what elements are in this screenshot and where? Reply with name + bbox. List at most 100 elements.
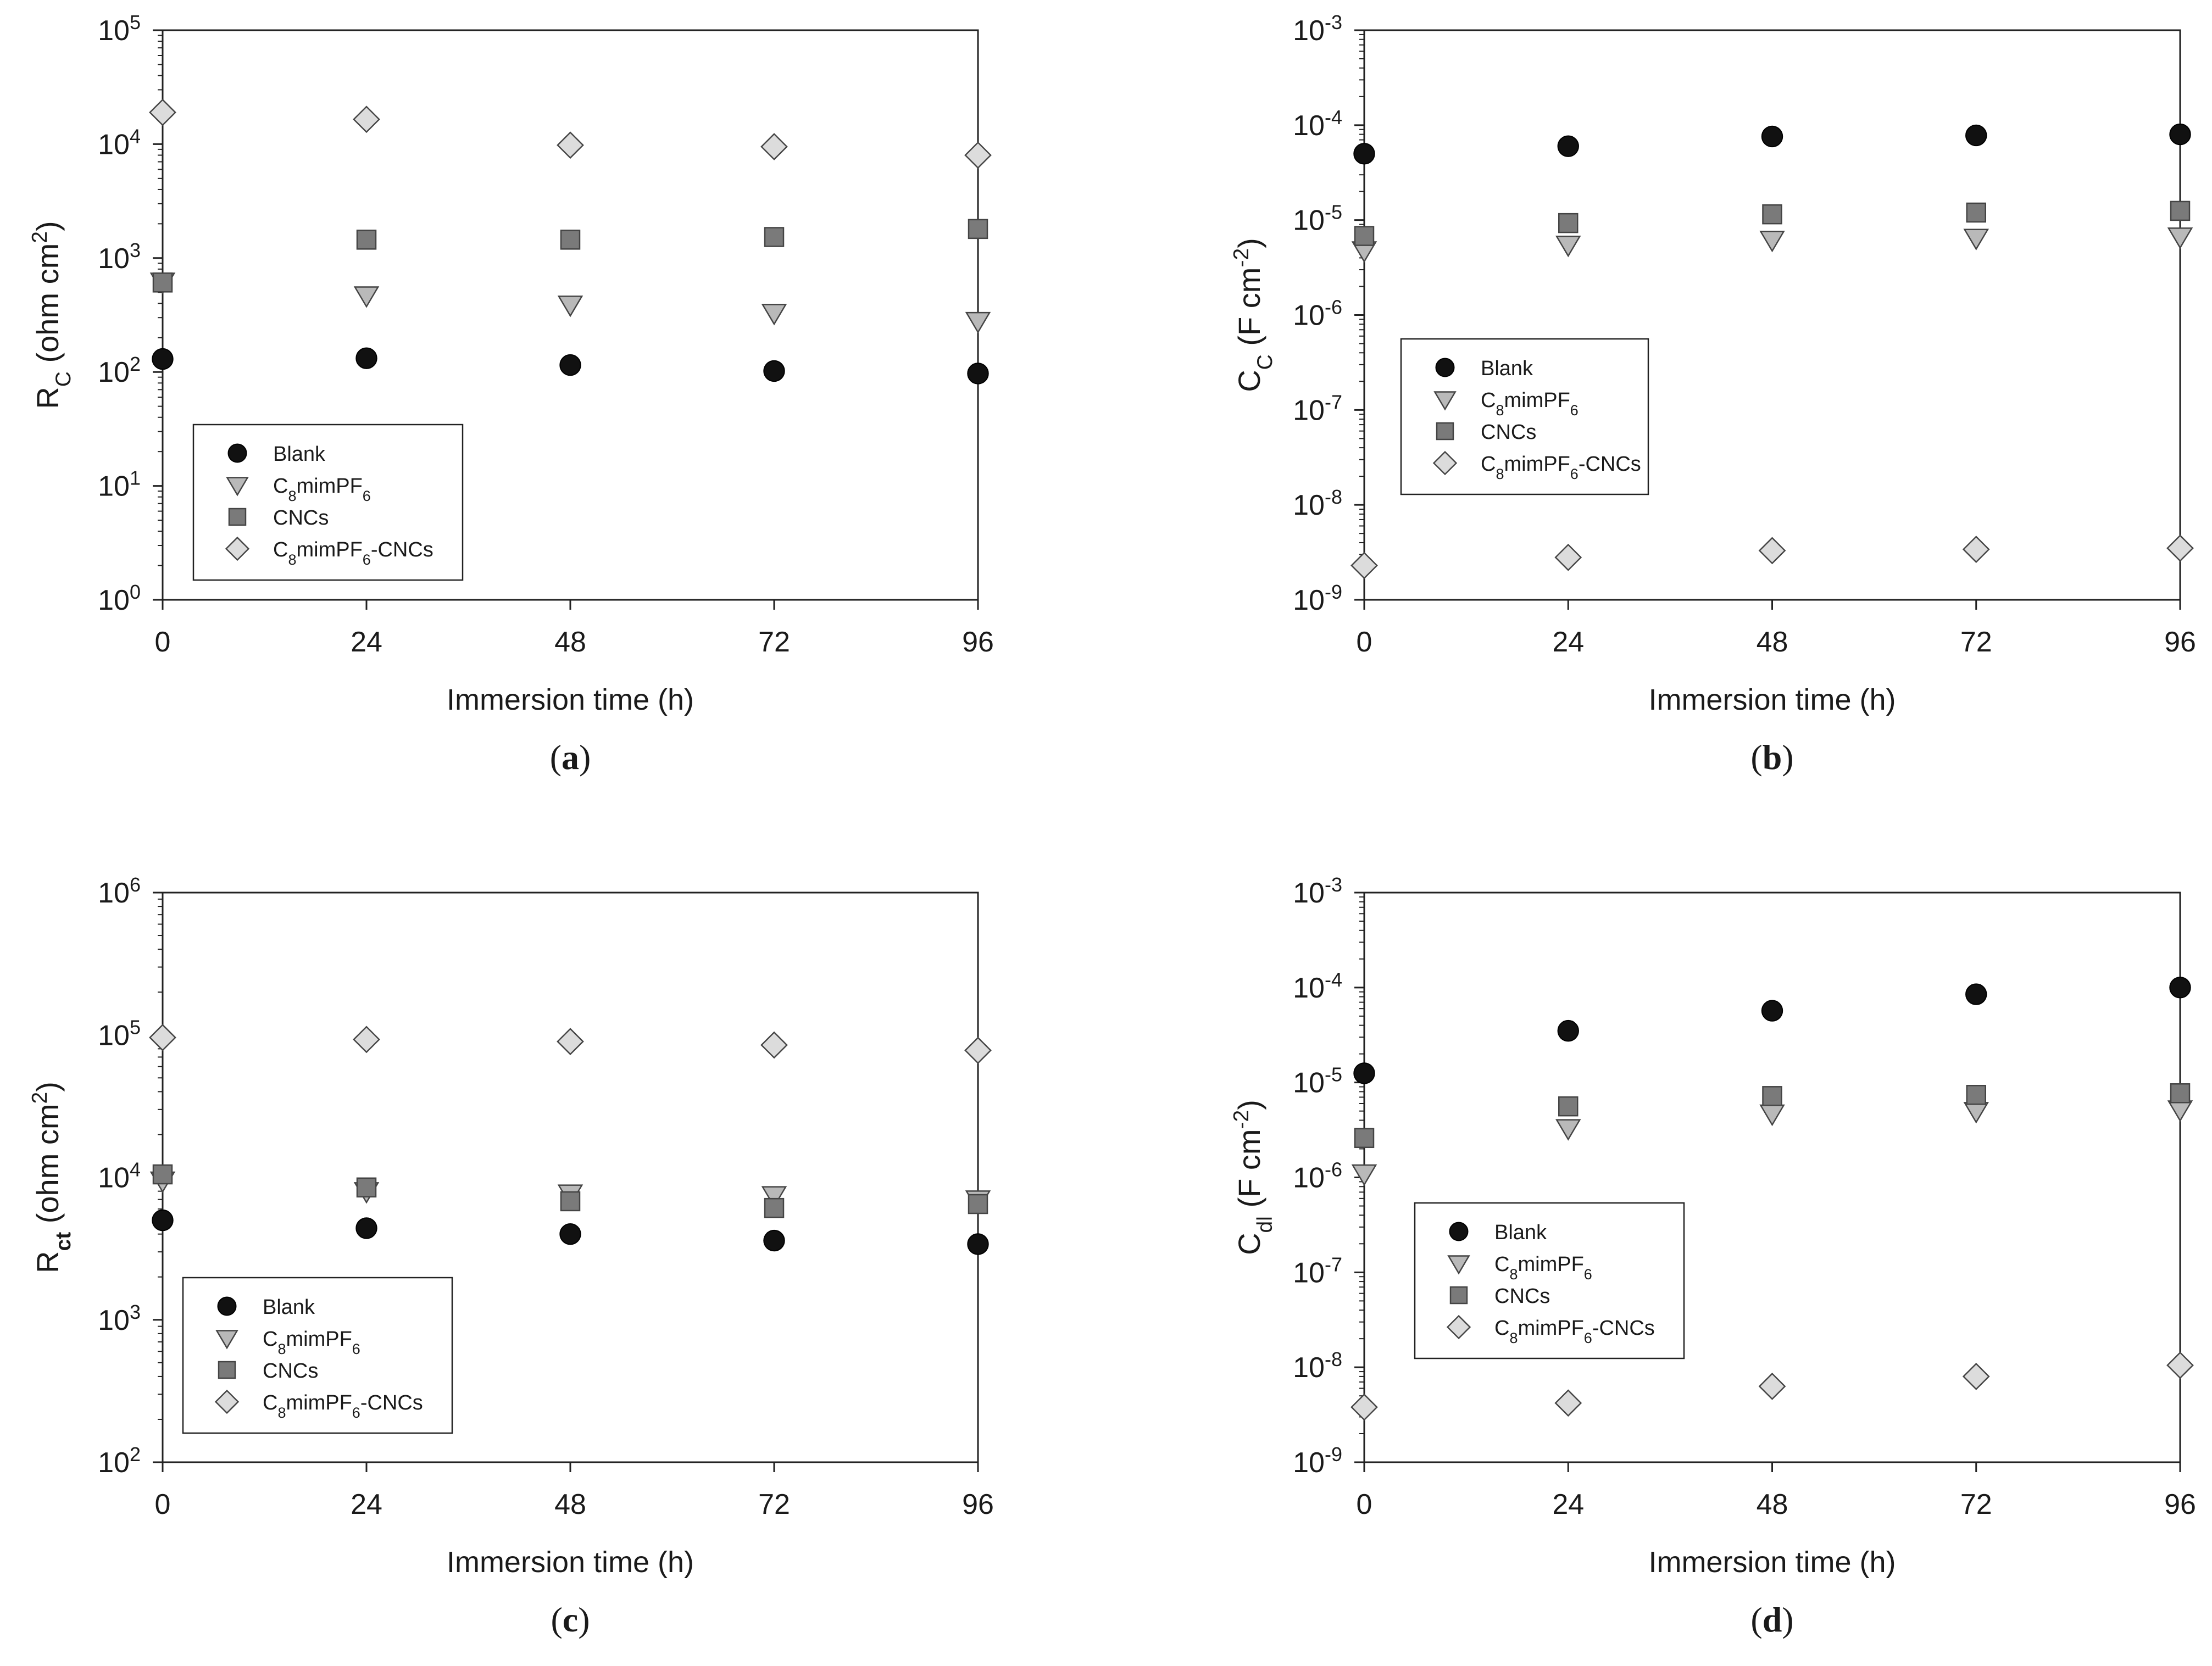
panel-c: 0 24 48 72 96 102 103 104 105 106 Immersion time (… [28, 873, 994, 1640]
y-tick-label: 10-4 [1293, 105, 1342, 141]
legend-label-blank: Blank [1481, 357, 1533, 380]
data-point-combo [760, 133, 788, 160]
x-tick-label: 72 [1960, 1489, 1992, 1520]
data-point-cncs [1558, 1096, 1579, 1117]
legend-marker-blank [1449, 1222, 1469, 1241]
legend-label-combo: C8mimPF6-CNCs [263, 1391, 423, 1421]
y-tick-label: 105 [98, 11, 141, 47]
data-point-blank [763, 360, 785, 382]
data-point-cncs [1354, 226, 1375, 246]
data-point-blank [967, 1233, 989, 1255]
data-point-cncs [1966, 1085, 1986, 1105]
data-point-combo [2166, 534, 2194, 562]
data-point-blank [1353, 1062, 1375, 1084]
y-tick-label: 10-8 [1293, 1348, 1342, 1384]
legend-label-combo: C8mimPF6-CNCs [1481, 453, 1641, 482]
data-point-c8mimpf6 [965, 311, 991, 334]
y-tick-label: 106 [98, 873, 141, 910]
data-point-combo [1962, 536, 1990, 564]
y-tick-label: 10-4 [1293, 968, 1342, 1004]
x-axis-label: Immersion time (h) [447, 683, 694, 716]
x-tick-label: 0 [1357, 626, 1372, 658]
data-point-blank [152, 348, 174, 370]
data-point-combo [964, 141, 992, 169]
data-point-cncs [1966, 202, 1986, 223]
x-tick-label: 96 [962, 1489, 994, 1520]
data-point-combo [1758, 537, 1786, 565]
data-point-blank [1761, 1000, 1783, 1022]
x-tick-label: 48 [1757, 1489, 1788, 1520]
x-tick-label: 72 [1960, 626, 1992, 658]
x-tick-label: 96 [962, 626, 994, 658]
legend-label-c8mimpf6: C8mimPF6 [1494, 1253, 1592, 1283]
y-tick-label: 10-5 [1293, 1063, 1342, 1099]
legend-marker-cncs [1436, 422, 1454, 441]
x-tick-label: 48 [1757, 626, 1788, 658]
data-point-cncs [1558, 213, 1579, 233]
data-point-c8mimpf6 [761, 1186, 787, 1208]
data-point-c8mimpf6 [2167, 227, 2193, 249]
y-tick-label: 10-9 [1293, 1443, 1342, 1479]
legend-marker-c8mimpf6 [1433, 391, 1457, 411]
data-point-combo [149, 98, 176, 126]
legend-marker-combo [225, 536, 250, 561]
data-point-combo [1962, 1363, 1990, 1390]
y-tick-label: 10-9 [1293, 581, 1342, 617]
data-point-cncs [764, 227, 785, 247]
y-tick-label: 10-6 [1293, 296, 1342, 332]
data-point-blank [559, 1223, 581, 1245]
legend-marker-blank [1435, 358, 1455, 377]
legend-label-cncs: CNCs [273, 506, 329, 530]
data-point-blank [1557, 135, 1579, 157]
y-tick-label: 10-8 [1293, 486, 1342, 522]
legend-marker-cncs [218, 1361, 236, 1379]
legend-label-blank: Blank [1494, 1221, 1547, 1244]
data-point-combo [1350, 551, 1378, 580]
data-point-c8mimpf6 [1351, 1164, 1377, 1186]
data-point-combo [149, 1023, 176, 1051]
data-point-cncs [764, 1197, 785, 1218]
y-tick-label: 10-3 [1293, 11, 1342, 47]
legend-marker-combo [1446, 1314, 1471, 1340]
data-point-combo [964, 1037, 992, 1065]
y-tick-label: 104 [98, 1158, 141, 1194]
legend-label-blank: Blank [263, 1296, 315, 1319]
legend-label-c8mimpf6: C8mimPF6 [1481, 389, 1579, 419]
data-point-cncs [1762, 204, 1782, 225]
x-axis-label: Immersion time (h) [1648, 1546, 1896, 1579]
legend-marker-blank [227, 443, 247, 463]
data-point-blank [1965, 124, 1987, 147]
data-point-blank [355, 1217, 377, 1239]
x-tick-label: 0 [155, 1489, 171, 1520]
data-point-blank [1353, 143, 1375, 165]
data-point-cncs [2170, 1083, 2191, 1104]
data-point-blank [967, 363, 989, 385]
y-tick-label: 103 [98, 1300, 141, 1336]
legend-label-c8mimpf6: C8mimPF6 [273, 475, 371, 504]
y-tick-label: 101 [98, 466, 141, 503]
data-point-blank [2169, 123, 2191, 146]
data-point-blank [2169, 977, 2191, 999]
data-point-combo [557, 1028, 584, 1056]
data-point-combo [353, 1026, 380, 1054]
legend-marker-cncs [228, 508, 247, 526]
data-point-cncs [968, 219, 988, 239]
x-axis-label: Immersion time (h) [1648, 683, 1896, 716]
y-tick-label: 10-7 [1293, 1253, 1342, 1289]
data-point-combo [557, 131, 584, 159]
x-tick-label: 48 [554, 626, 586, 658]
legend-label-combo: C8mimPF6-CNCs [1494, 1317, 1655, 1346]
legend-marker-blank [217, 1296, 237, 1316]
x-tick-label: 24 [351, 626, 382, 658]
data-point-combo [2166, 1351, 2194, 1379]
data-point-cncs [152, 272, 173, 293]
plot-frame-b [1363, 29, 2181, 601]
x-tick-label: 0 [155, 626, 171, 658]
x-tick-label: 24 [1552, 1489, 1584, 1520]
data-point-c8mimpf6 [557, 296, 583, 317]
x-tick-label: 48 [554, 1489, 586, 1520]
legend-marker-c8mimpf6 [226, 477, 249, 497]
data-point-c8mimpf6 [1963, 1102, 1989, 1124]
